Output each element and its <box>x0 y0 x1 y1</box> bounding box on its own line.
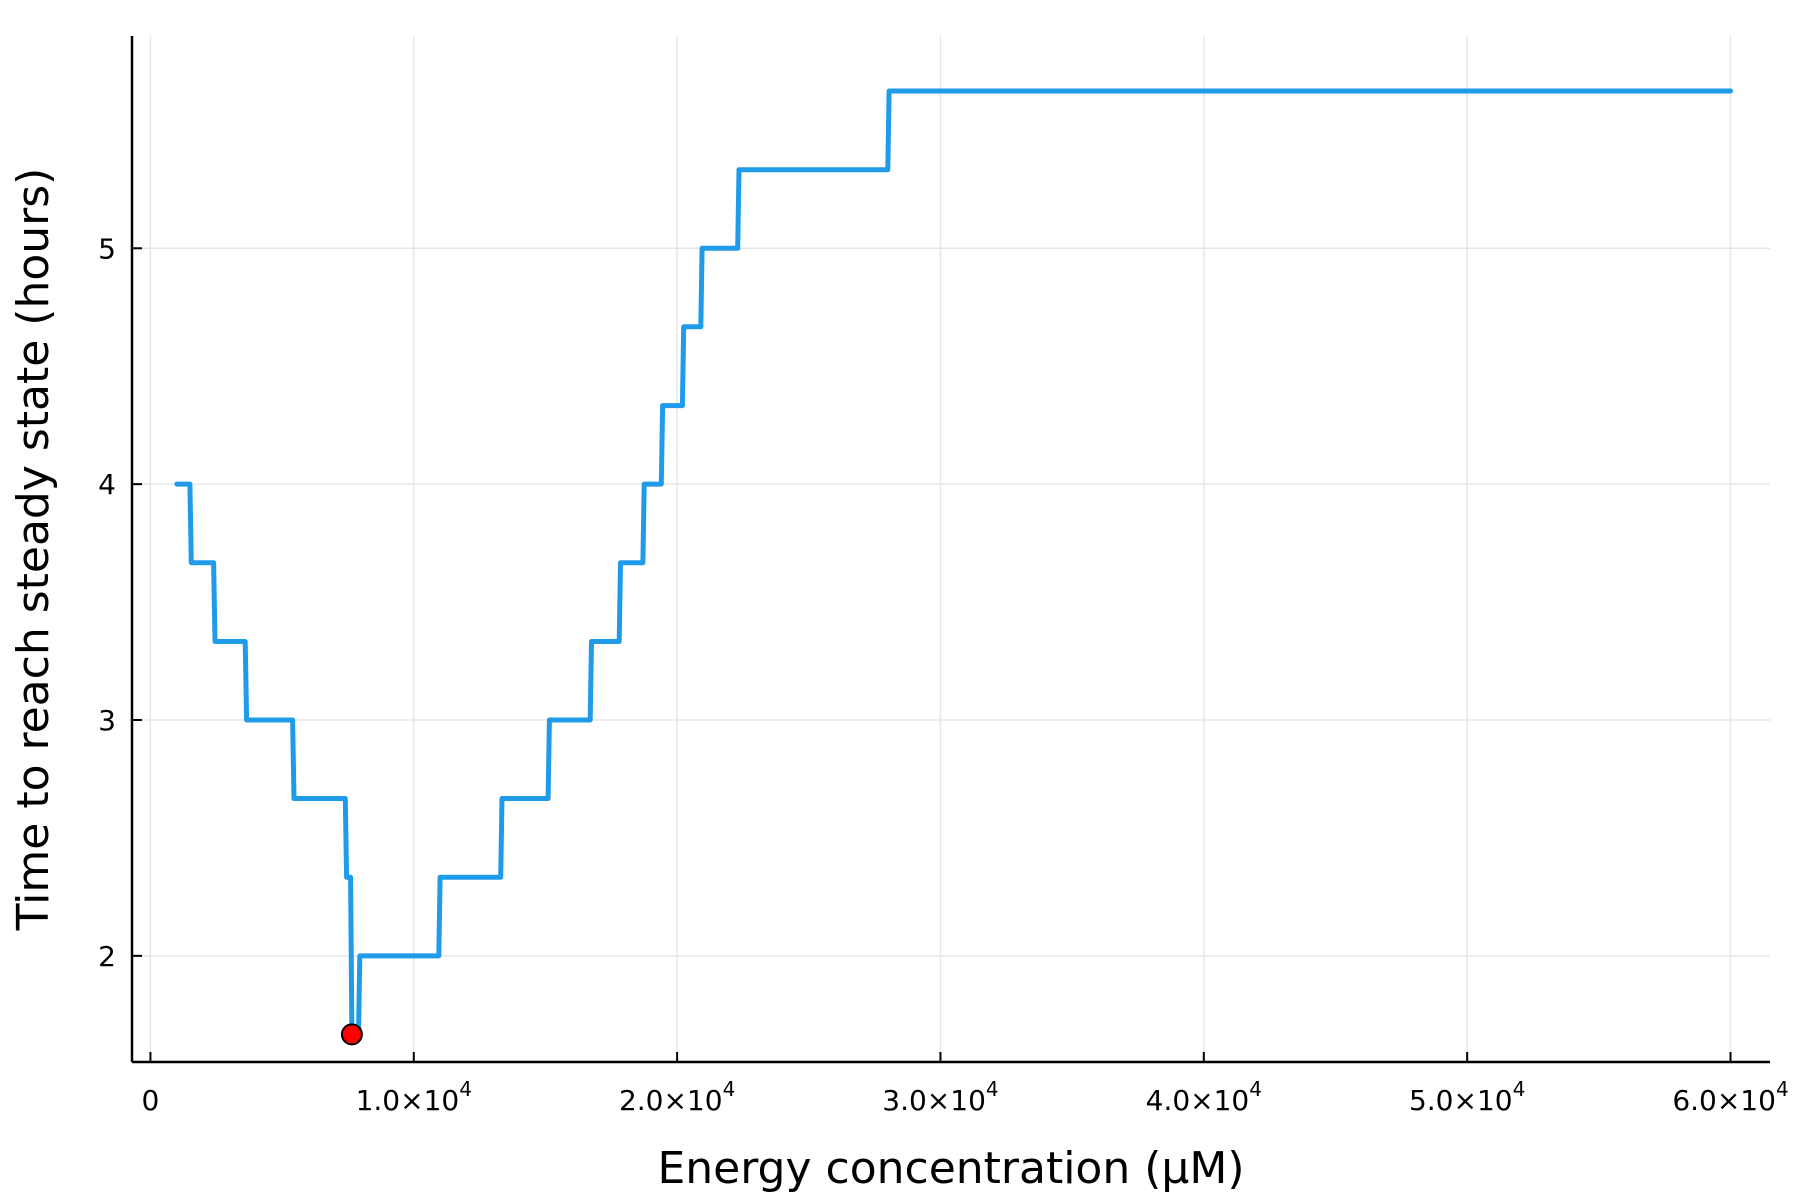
x-tick-label: 0 <box>142 1084 160 1117</box>
series-layer <box>174 88 1733 1037</box>
y-tick-label: 3 <box>98 704 116 737</box>
minimum-point-marker <box>340 1023 363 1046</box>
y-tick-label: 2 <box>98 940 116 973</box>
x-axis-title: Energy concentration (μM) <box>657 1143 1244 1194</box>
x-tick-label: 5.0×104 <box>1409 1077 1525 1117</box>
grid <box>132 36 1770 1062</box>
y-axis-title: Time to reach steady state (hours) <box>8 168 59 932</box>
axes <box>130 36 1770 1064</box>
x-tick-label: 4.0×104 <box>1146 1077 1262 1117</box>
x-tick-label: 3.0×104 <box>882 1077 998 1117</box>
marker-layer <box>340 1023 363 1046</box>
x-tick-label: 6.0×104 <box>1672 1077 1788 1117</box>
ticks: 0 1.0×104 2.0×104 3.0×104 4.0×104 5.0×104 6.0×… <box>98 232 1789 1117</box>
y-tick-label: 5 <box>98 232 116 265</box>
y-tick-label: 4 <box>98 468 116 501</box>
x-tick-label: 1.0×104 <box>356 1077 472 1117</box>
series-line <box>174 88 1733 1037</box>
x-tick-label: 2.0×104 <box>619 1077 735 1117</box>
